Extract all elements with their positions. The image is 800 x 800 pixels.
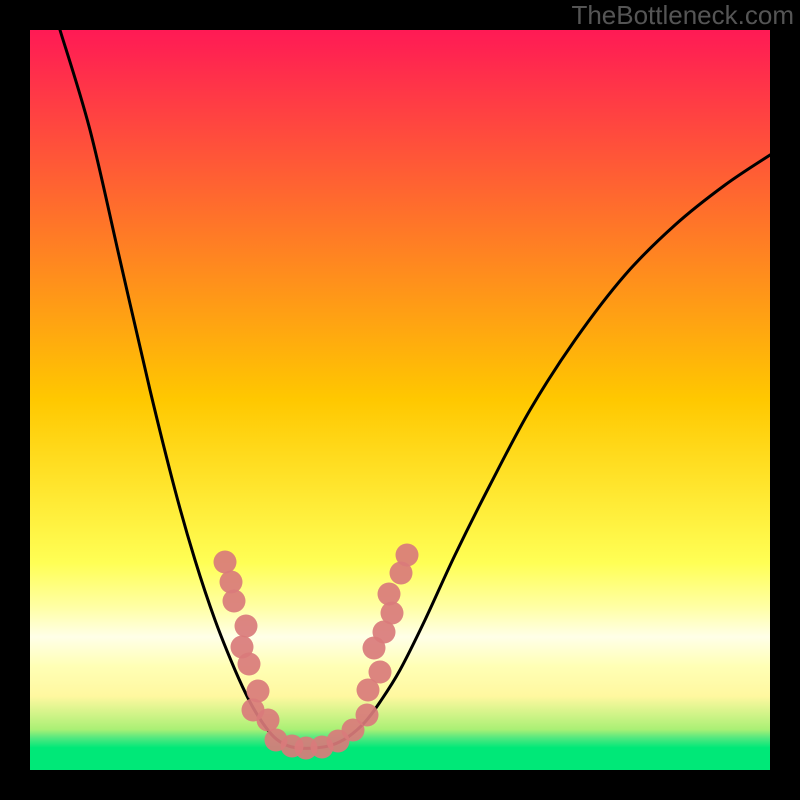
marker-dot [223,590,246,613]
marker-dot [356,704,379,727]
marker-dot [257,709,280,732]
watermark-text: TheBottleneck.com [571,0,794,31]
marker-dot [235,615,258,638]
chart-svg [0,0,800,800]
marker-dot [369,661,392,684]
marker-dot [396,544,419,567]
marker-dot [214,551,237,574]
chart-root: TheBottleneck.com [0,0,800,800]
marker-dot [238,653,261,676]
plot-area [30,30,770,770]
marker-dot [378,583,401,606]
